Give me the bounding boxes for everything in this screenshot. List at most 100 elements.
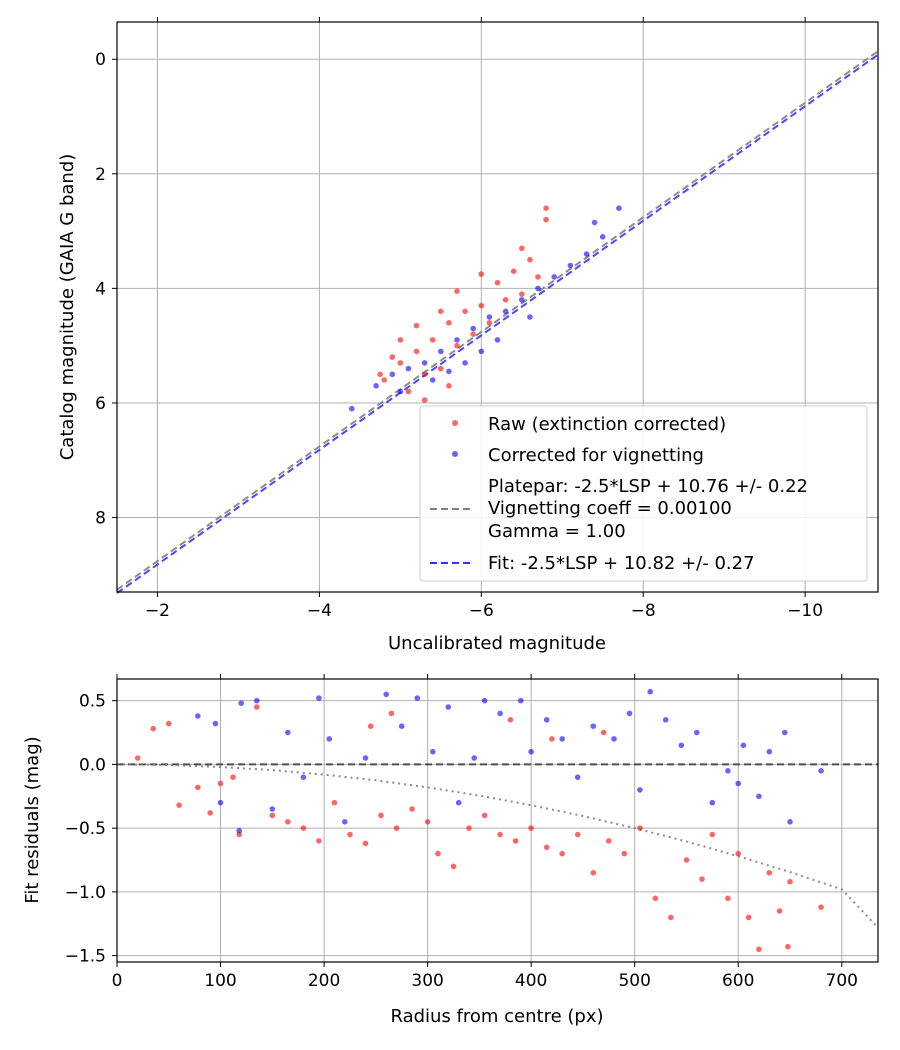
- bottom-point-series-0: [574, 831, 581, 838]
- top-point-series-1: [616, 205, 622, 211]
- bottom-point-series-1: [212, 720, 219, 727]
- legend-box: [419, 405, 868, 582]
- top-point-series-1: [551, 274, 557, 280]
- top-x-tick-label: −4: [307, 601, 332, 621]
- top-point-series-0: [454, 342, 460, 349]
- bottom-point-series-0: [683, 857, 690, 863]
- bottom-point-series-0: [409, 806, 415, 812]
- top-point-series-0: [381, 377, 388, 383]
- bottom-point-series-0: [528, 825, 534, 831]
- bottom-point-series-1: [300, 774, 307, 780]
- bottom-point-series-0: [207, 810, 213, 816]
- bottom-x-tick-label: 0: [112, 971, 123, 991]
- bottom-point-series-1: [735, 780, 741, 787]
- bottom-point-series-1: [326, 736, 333, 742]
- top-point-series-0: [429, 337, 436, 343]
- bottom-point-series-0: [316, 838, 322, 844]
- top-point-series-0: [470, 331, 477, 338]
- bottom-point-series-0: [507, 717, 514, 723]
- bottom-point-series-0: [300, 825, 307, 831]
- bottom-point-series-0: [668, 914, 674, 921]
- bottom-point-series-0: [269, 812, 276, 819]
- top-x-axis-label: Uncalibrated magnitude: [388, 633, 606, 654]
- bottom-point-series-0: [285, 819, 291, 825]
- bottom-point-series-1: [559, 736, 565, 742]
- bottom-point-series-0: [549, 736, 555, 742]
- bottom-point-series-0: [818, 904, 824, 910]
- bottom-point-series-1: [756, 793, 762, 800]
- top-point-series-0: [519, 291, 525, 297]
- bottom-point-series-0: [481, 812, 488, 819]
- top-point-series-0: [502, 297, 509, 303]
- bottom-x-tick-label: 500: [618, 971, 650, 991]
- bottom-point-series-0: [331, 799, 338, 806]
- bottom-scatter-points: [134, 688, 824, 953]
- bottom-x-tick-label: 100: [204, 971, 236, 991]
- bottom-point-series-0: [424, 819, 431, 825]
- top-x-tick-label: −8: [631, 601, 656, 621]
- top-point-series-0: [478, 271, 485, 277]
- bottom-y-tick-label: 0.0: [79, 755, 106, 775]
- top-plot-frame: [116, 21, 879, 593]
- top-point-series-0: [438, 308, 444, 315]
- bottom-point-series-1: [528, 748, 534, 755]
- top-y-tick-label: 6: [95, 394, 106, 414]
- bottom-point-series-1: [694, 729, 700, 736]
- bottom-y-tick-label: −1.5: [65, 947, 106, 967]
- top-point-series-0: [446, 383, 452, 389]
- top-point-series-0: [413, 322, 420, 329]
- top-point-series-1: [519, 297, 525, 303]
- top-point-series-1: [429, 377, 436, 383]
- bottom-point-series-1: [455, 799, 462, 806]
- top-point-series-0: [535, 274, 541, 280]
- bottom-point-series-1: [678, 742, 685, 749]
- bottom-point-series-0: [735, 850, 741, 857]
- bottom-point-series-1: [574, 774, 581, 780]
- top-legend: Raw (extinction corrected) Corrected for…: [419, 405, 868, 582]
- top-point-series-1: [478, 348, 485, 355]
- bottom-point-series-1: [766, 748, 773, 755]
- top-line-series-2: [116, 50, 879, 591]
- top-point-series-0: [438, 365, 444, 372]
- top-point-series-0: [486, 320, 493, 326]
- bottom-point-series-0: [393, 825, 400, 831]
- top-x-tick-label: −10: [787, 601, 823, 621]
- bottom-x-tick-label: 200: [308, 971, 340, 991]
- top-line-series-3: [116, 53, 879, 594]
- bottom-point-series-1: [611, 736, 617, 742]
- bottom-x-tick-label: 300: [411, 971, 443, 991]
- top-point-series-1: [535, 285, 541, 292]
- bottom-point-series-0: [606, 838, 612, 844]
- bottom-point-series-0: [699, 876, 705, 882]
- bottom-y-axis-label: Fit residuals (mag): [22, 736, 43, 903]
- bottom-point-series-1: [269, 806, 276, 812]
- bottom-point-series-1: [316, 695, 322, 701]
- top-fit-lines: [116, 50, 879, 594]
- top-point-series-1: [567, 262, 574, 269]
- bottom-point-series-1: [445, 704, 452, 710]
- top-point-series-0: [519, 245, 525, 252]
- top-point-series-1: [405, 365, 412, 372]
- bottom-point-series-0: [347, 831, 353, 838]
- bottom-point-series-1: [481, 697, 488, 704]
- top-point-series-1: [421, 360, 428, 366]
- bottom-point-series-1: [662, 717, 669, 723]
- legend-marker-raw: [452, 420, 458, 426]
- bottom-point-series-1: [590, 723, 597, 729]
- bottom-point-series-1: [342, 819, 348, 825]
- bottom-y-tick-label: −0.5: [65, 819, 106, 839]
- top-point-series-0: [454, 288, 460, 295]
- bottom-point-series-1: [471, 755, 478, 761]
- bottom-point-series-1: [414, 695, 421, 701]
- bottom-point-series-0: [590, 870, 597, 876]
- legend-label-vignetting: Vignetting coeff = 0.00100: [488, 498, 732, 519]
- bottom-point-series-0: [559, 850, 565, 857]
- bottom-point-series-1: [518, 697, 524, 704]
- legend-label-raw: Raw (extinction corrected): [488, 414, 726, 435]
- bottom-chart: 0 100 200 300 400 500 600 700 0.5 0.0 −0.5 −1.0 −1.5…: [22, 674, 879, 1027]
- legend-label-platepar: Platepar: -2.5*LSP + 10.76 +/- 0.22: [488, 476, 808, 497]
- bottom-point-series-0: [709, 831, 716, 838]
- bottom-point-series-0: [367, 723, 374, 729]
